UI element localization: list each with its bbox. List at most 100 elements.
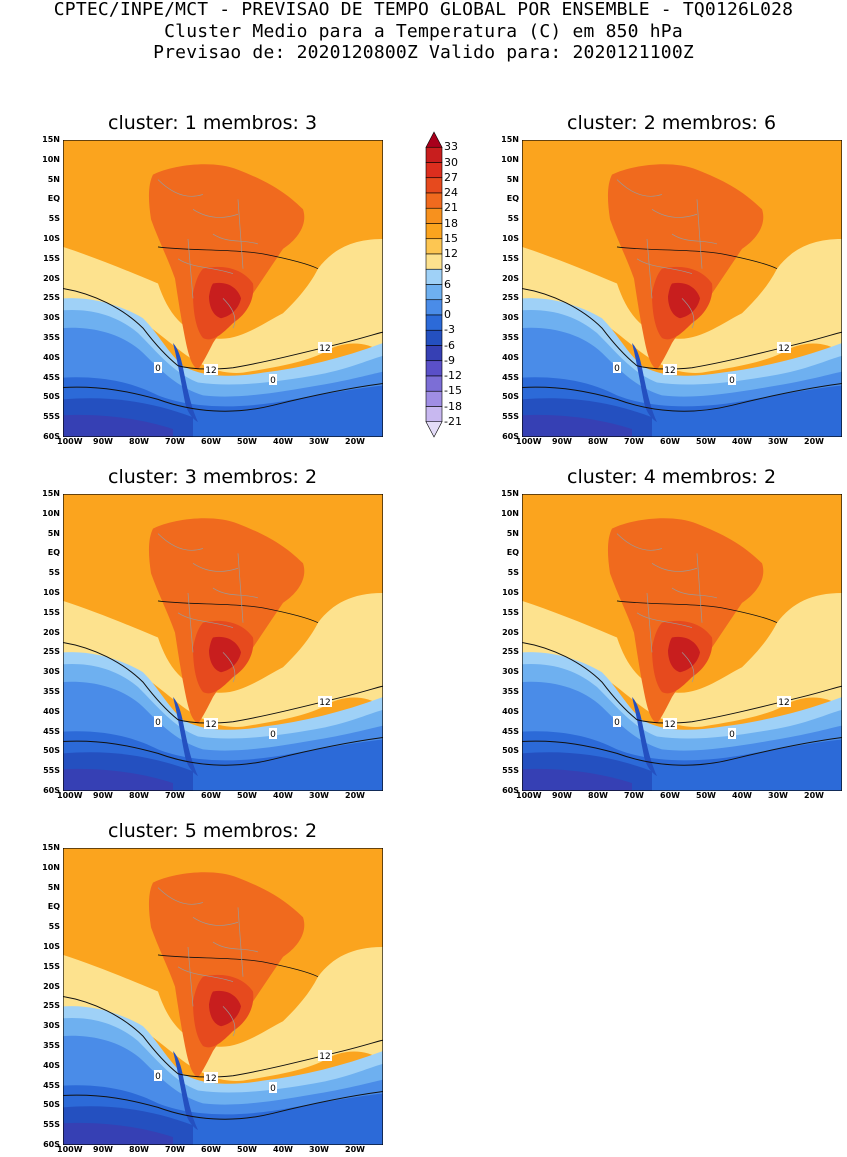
lat-tick-label: 20S (502, 273, 519, 283)
lat-tick-label: 40S (502, 706, 519, 716)
map-plot: 0 12 0 12 (522, 494, 842, 791)
colorbar-label: 3 (444, 292, 451, 306)
colorbar-swatch (425, 192, 443, 209)
lat-tick-label: 55S (43, 412, 60, 422)
lat-tick-label: 35S (43, 687, 60, 696)
colorbar-label: 27 (444, 170, 458, 184)
lat-tick-label: 10N (501, 508, 519, 518)
header-line-1: CPTEC/INPE/MCT - PREVISAO DE TEMPO GLOBA… (53, 0, 794, 20)
lat-tick-label: 5N (47, 174, 60, 184)
lat-tick-label: 35S (43, 1041, 60, 1050)
lon-tick-label: 20W (345, 791, 365, 800)
lat-tick-label: EQ (506, 548, 519, 558)
colorbar-swatch (425, 421, 443, 438)
lon-tick-label: 100W (516, 791, 542, 800)
lat-tick-label: 45S (43, 372, 60, 382)
lon-tick-label: 90W (552, 437, 572, 446)
lat-tick-label: 25S (502, 293, 519, 303)
panel-title: cluster: 5 membros: 2 (108, 820, 318, 842)
lat-tick-label: 10N (42, 508, 60, 518)
contour-label: 12 (204, 718, 218, 730)
lat-tick-label: 30S (502, 667, 519, 677)
lon-tick-label: 50W (237, 791, 257, 800)
lon-tick-label: 40W (273, 1145, 293, 1154)
svg-text:0: 0 (155, 1072, 161, 1082)
lon-tick-label: 70W (624, 791, 644, 800)
colorbar-swatch (425, 162, 443, 179)
lat-tick-label: 50S (502, 392, 519, 402)
lat-tick-label: 15N (42, 489, 60, 498)
lon-tick-label: 80W (129, 791, 149, 800)
lat-tick-label: 60S (43, 786, 60, 795)
svg-text:0: 0 (729, 376, 735, 386)
lat-tick-label: 60S (502, 786, 519, 795)
colorbar-swatch (425, 238, 443, 255)
contour-label: 12 (318, 696, 332, 708)
lon-tick-label: 60W (201, 791, 221, 800)
lat-tick-label: 55S (43, 1120, 60, 1130)
colorbar-label: -15 (444, 384, 462, 398)
lon-tick-label: 70W (165, 1145, 185, 1154)
contour-label: 0 (154, 1070, 162, 1082)
lon-tick-label: 50W (237, 437, 257, 446)
colorbar-swatch (425, 375, 443, 392)
lat-tick-label: 10S (502, 588, 519, 597)
lon-tick-label: 50W (696, 437, 716, 446)
lon-tick-label: 60W (201, 437, 221, 446)
lat-tick-label: 5N (506, 528, 519, 538)
lat-tick-label: 40S (43, 1060, 60, 1070)
lat-tick-label: 5S (48, 214, 60, 224)
lat-tick-label: EQ (47, 194, 60, 204)
lon-tick-label: 70W (165, 437, 185, 446)
colorbar-label: 15 (444, 231, 458, 245)
lat-tick-label: 10S (43, 234, 60, 243)
svg-text:12: 12 (205, 720, 216, 730)
colorbar-label: -9 (444, 353, 455, 367)
contour-label: 12 (777, 342, 791, 354)
colorbar-swatch (425, 329, 443, 346)
lon-tick-label: 50W (696, 791, 716, 800)
colorbar-swatch (425, 253, 443, 270)
svg-text:0: 0 (614, 364, 620, 374)
lon-tick-label: 60W (660, 437, 680, 446)
lat-tick-label: 15S (502, 253, 519, 263)
contour-label: 12 (318, 1050, 332, 1062)
colorbar-swatch (425, 223, 443, 240)
colorbar-label: -6 (444, 338, 455, 352)
colorbar-label: 21 (444, 201, 458, 215)
lon-tick-label: 60W (201, 1145, 221, 1154)
lat-tick-label: 15S (502, 607, 519, 617)
colorbar-swatch (425, 177, 443, 194)
lat-tick-label: 45S (502, 372, 519, 382)
lat-tick-label: 20S (43, 273, 60, 283)
contour-label: 0 (728, 728, 736, 740)
lat-tick-label: 30S (43, 1021, 60, 1031)
svg-text:0: 0 (155, 364, 161, 374)
lon-tick-label: 40W (273, 791, 293, 800)
colorbar-swatch (425, 390, 443, 407)
lon-tick-label: 30W (309, 791, 329, 800)
lon-tick-label: 80W (588, 791, 608, 800)
colorbar-swatch (425, 268, 443, 285)
lon-tick-label: 30W (768, 437, 788, 446)
lat-tick-label: 5N (506, 174, 519, 184)
lat-tick-label: 55S (43, 766, 60, 776)
lat-tick-label: 25S (502, 647, 519, 657)
lat-tick-label: 35S (43, 333, 60, 342)
lat-tick-label: 20S (43, 981, 60, 991)
lon-tick-label: 100W (57, 437, 83, 446)
colorbar-label: -3 (444, 323, 455, 337)
lon-tick-label: 100W (57, 1145, 83, 1154)
lat-tick-label: 50S (43, 392, 60, 402)
lon-tick-label: 90W (552, 791, 572, 800)
colorbar-swatch (425, 406, 443, 423)
lon-tick-label: 80W (588, 437, 608, 446)
lon-tick-label: 80W (129, 437, 149, 446)
lat-tick-label: 15N (501, 489, 519, 498)
panel-title: cluster: 1 membros: 3 (108, 112, 318, 134)
lon-tick-label: 90W (93, 791, 113, 800)
svg-text:12: 12 (319, 1052, 330, 1062)
lon-tick-label: 90W (93, 437, 113, 446)
lat-tick-label: 60S (43, 1140, 60, 1149)
map-plot: 0 12 0 12 (63, 848, 383, 1145)
